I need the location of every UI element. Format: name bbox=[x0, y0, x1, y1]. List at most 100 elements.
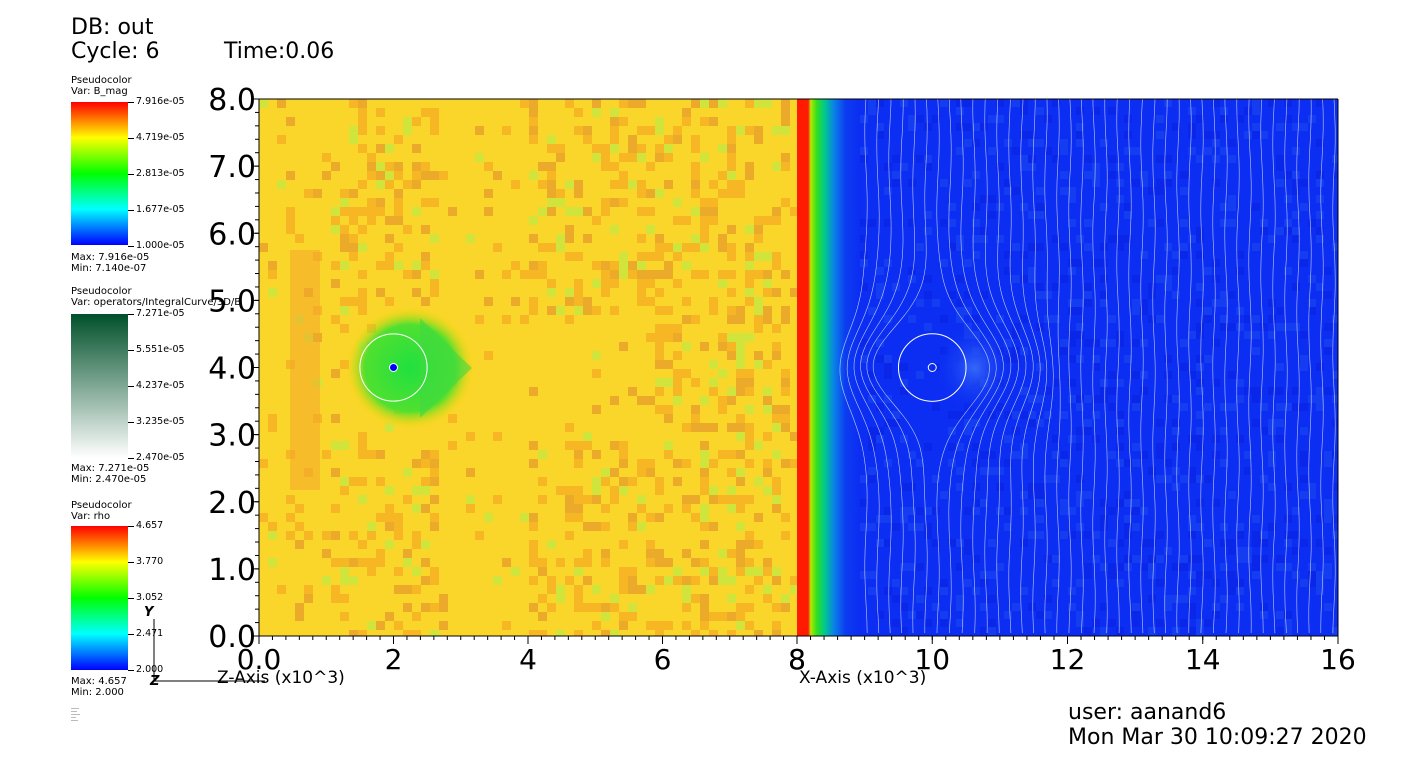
field-cell bbox=[1124, 147, 1132, 155]
field-cell bbox=[1236, 523, 1244, 531]
streamline bbox=[1212, 99, 1216, 634]
field-cell bbox=[340, 567, 349, 576]
field-cell bbox=[916, 115, 924, 123]
field-cell bbox=[1268, 235, 1276, 243]
field-cell bbox=[1116, 579, 1124, 587]
field-cell bbox=[1332, 483, 1338, 491]
field-cell bbox=[349, 576, 358, 585]
legend-min: Min: 7.140e-07 bbox=[71, 263, 147, 274]
field-cell bbox=[1212, 603, 1220, 611]
field-cell bbox=[745, 423, 754, 432]
field-cell bbox=[547, 189, 556, 198]
field-cell bbox=[547, 198, 556, 207]
field-cell bbox=[956, 563, 964, 571]
field-cell bbox=[956, 147, 964, 155]
field-cell bbox=[763, 468, 772, 477]
field-cell bbox=[754, 513, 763, 522]
field-cell bbox=[892, 179, 900, 187]
field-cell bbox=[394, 243, 403, 252]
database-label: DB: out bbox=[71, 15, 154, 40]
field-cell bbox=[1108, 563, 1116, 571]
field-cell bbox=[655, 189, 664, 198]
field-cell bbox=[619, 99, 628, 108]
field-cell bbox=[736, 621, 745, 630]
field-cell bbox=[628, 387, 637, 396]
field-cell bbox=[1036, 203, 1044, 211]
field-cell bbox=[1332, 531, 1338, 539]
legend-tick-label: 5.551e-05 bbox=[136, 344, 185, 355]
field-cell bbox=[268, 522, 277, 531]
field-cell bbox=[1228, 203, 1236, 211]
field-cell bbox=[1028, 139, 1036, 147]
field-cell bbox=[646, 162, 655, 171]
legend-tick-label: 2.813e-05 bbox=[136, 168, 185, 179]
field-cell bbox=[529, 135, 538, 144]
field-cell bbox=[556, 630, 565, 636]
legend-min: Min: 2.470e-05 bbox=[71, 474, 147, 485]
field-cell bbox=[1116, 235, 1124, 243]
legend-min: Min: 2.000 bbox=[71, 687, 124, 698]
field-cell bbox=[1060, 499, 1068, 507]
field-cell bbox=[268, 261, 277, 270]
x-tick-label: 4 bbox=[519, 643, 537, 676]
field-cell bbox=[376, 621, 385, 630]
field-cell bbox=[376, 108, 385, 117]
field-cell bbox=[592, 495, 601, 504]
field-cell bbox=[1060, 187, 1068, 195]
field-cell bbox=[988, 147, 996, 155]
field-cell bbox=[691, 558, 700, 567]
field-cell bbox=[1028, 603, 1036, 611]
field-cell bbox=[1028, 483, 1036, 491]
field-cell bbox=[655, 234, 664, 243]
field-cell bbox=[1092, 179, 1100, 187]
field-cell bbox=[876, 267, 884, 275]
field-cell bbox=[403, 549, 412, 558]
field-cell bbox=[655, 306, 664, 315]
field-cell bbox=[1156, 619, 1164, 627]
field-cell bbox=[772, 216, 781, 225]
field-cell bbox=[932, 475, 940, 483]
field-cell bbox=[772, 261, 781, 270]
field-cell bbox=[1092, 435, 1100, 443]
field-cell bbox=[988, 619, 996, 627]
field-cell bbox=[1132, 619, 1140, 627]
field-cell bbox=[1004, 507, 1012, 515]
field-cell bbox=[1052, 435, 1060, 443]
field-cell bbox=[295, 504, 304, 513]
field-cell bbox=[601, 270, 610, 279]
field-cell bbox=[448, 441, 457, 450]
field-cell bbox=[376, 513, 385, 522]
field-cell bbox=[1252, 315, 1260, 323]
field-cell bbox=[1324, 507, 1332, 515]
field-cell bbox=[1132, 179, 1140, 187]
field-cell bbox=[754, 576, 763, 585]
field-cell bbox=[736, 558, 745, 567]
field-cell bbox=[1020, 315, 1028, 323]
field-cell bbox=[1108, 403, 1116, 411]
field-cell bbox=[727, 495, 736, 504]
field-cell bbox=[340, 207, 349, 216]
field-cell bbox=[511, 261, 520, 270]
field-cell bbox=[996, 483, 1004, 491]
field-cell bbox=[1260, 131, 1268, 139]
field-cell bbox=[956, 107, 964, 115]
field-cell bbox=[601, 207, 610, 216]
field-cell bbox=[394, 216, 403, 225]
field-cell bbox=[1172, 267, 1180, 275]
streamline bbox=[1056, 99, 1061, 633]
field-cell bbox=[1108, 507, 1116, 515]
field-cell bbox=[1188, 587, 1196, 595]
field-cell bbox=[421, 540, 430, 549]
field-cell bbox=[574, 252, 583, 261]
field-cell bbox=[304, 594, 313, 603]
field-cell bbox=[313, 189, 322, 198]
field-cell bbox=[860, 499, 868, 507]
field-cell bbox=[1020, 387, 1028, 395]
field-cell bbox=[592, 99, 601, 108]
field-cell bbox=[655, 405, 664, 414]
field-cell bbox=[1276, 179, 1284, 187]
field-cell bbox=[718, 549, 727, 558]
field-cell bbox=[1308, 395, 1316, 403]
field-cell bbox=[430, 513, 439, 522]
field-cell bbox=[972, 219, 980, 227]
